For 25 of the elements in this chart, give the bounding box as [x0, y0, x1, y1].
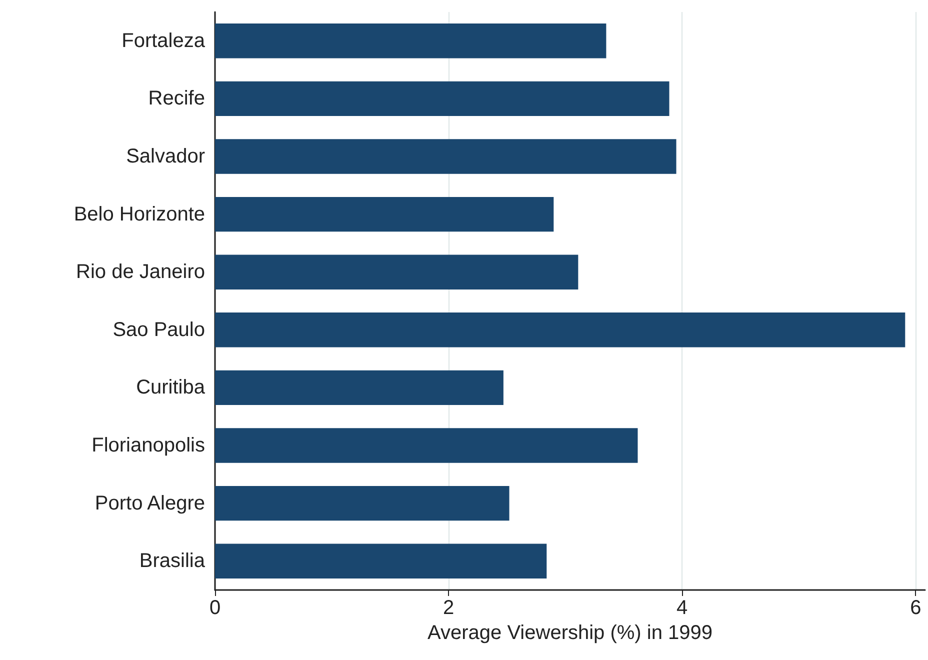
y-tick-label: Rio de Janeiro: [76, 261, 205, 284]
y-tick-label: Sao Paulo: [112, 318, 205, 341]
x-tick-label: 0: [209, 597, 221, 619]
bar: [215, 24, 606, 58]
y-tick-label: Florianopolis: [92, 434, 205, 456]
x-axis-title: Average Viewership (%) in 1999: [428, 622, 712, 644]
bar: [215, 81, 670, 116]
y-tick-label: Fortaleza: [122, 30, 206, 52]
bar: [215, 139, 676, 174]
bar: [215, 254, 578, 290]
y-tick-label: Recife: [148, 88, 205, 110]
y-tick-label: Curitiba: [136, 376, 206, 399]
x-tick-label: 6: [910, 597, 922, 619]
x-tick-label: 2: [442, 597, 454, 619]
y-tick-label: Porto Alegre: [94, 492, 205, 514]
bar: [215, 428, 638, 463]
y-tick-label: Brasilia: [139, 550, 206, 572]
bar: [215, 196, 554, 232]
bar: [215, 544, 547, 578]
y-tick-label: Salvador: [126, 146, 206, 168]
x-tick-label: 4: [676, 597, 688, 619]
bar: [215, 370, 504, 406]
y-tick-label: Belo Horizonte: [74, 203, 205, 226]
bar: [215, 486, 510, 521]
bar: [215, 312, 906, 348]
